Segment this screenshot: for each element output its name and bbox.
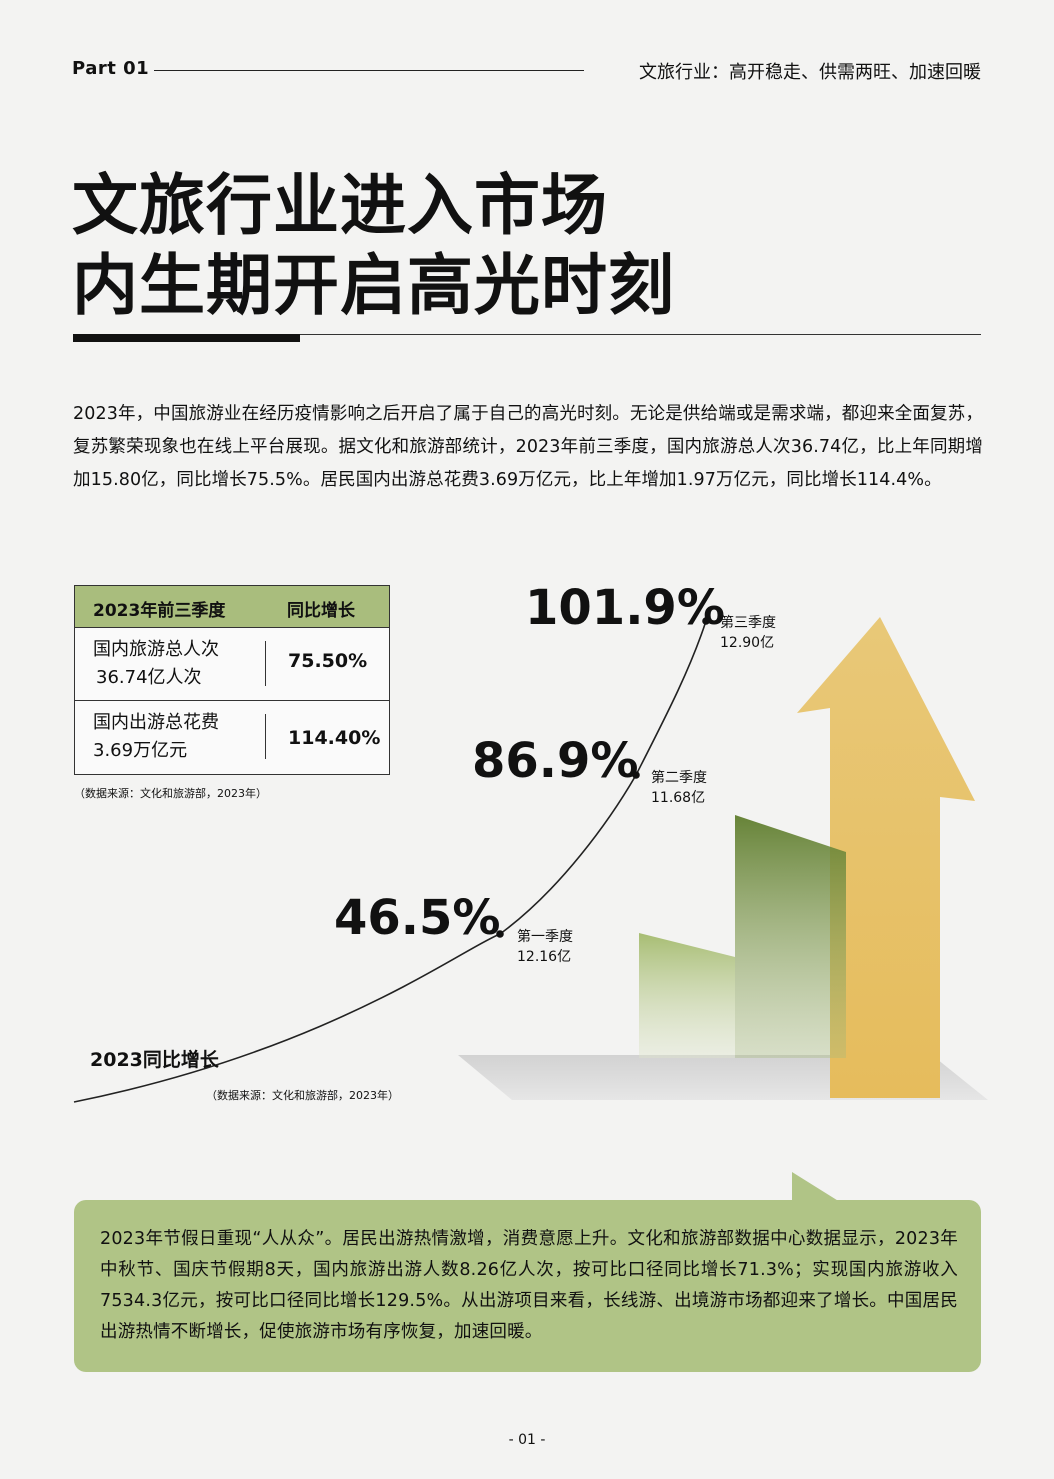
data-point-3 [702, 617, 710, 625]
q3-name: 第三季度 [720, 615, 776, 631]
q1-sub: 12.16亿 [517, 949, 572, 965]
callout-text: 2023年节假日重现“人从众”。居民出游热情激增，消费意愿上升。文化和旅游部数据… [100, 1229, 958, 1342]
table-column-divider [265, 641, 266, 686]
table-header-growth: 同比增长 [287, 601, 355, 621]
growth-curve [73, 620, 707, 1103]
row-label-line1: 国内出游总花费 [93, 712, 219, 733]
q1-name: 第一季度 [517, 929, 573, 945]
bar-dark [735, 815, 846, 1058]
header-rule [154, 70, 584, 71]
intro-paragraph: 2023年，中国旅游业在经历疫情影响之后开启了属于自己的高光时刻。无论是供给端或… [73, 404, 983, 490]
chart-source-note: （数据来源：文化和旅游部，2023年） [206, 1089, 399, 1102]
title-rule [73, 334, 981, 335]
table-row: 国内出游总花费 3.69万亿元 [93, 709, 219, 765]
table-column-divider [265, 714, 266, 759]
table-header-row: 2023年前三季度 同比增长 [75, 586, 389, 628]
q2-name: 第二季度 [651, 770, 707, 786]
q3-sub: 12.90亿 [720, 635, 775, 651]
row-label-line1: 国内旅游总人次 [93, 639, 219, 660]
data-point-1 [496, 930, 504, 938]
q1-label: 第一季度 12.16亿 [517, 927, 573, 967]
growth-chart [73, 617, 988, 1103]
section-title: 文旅行业：高开稳走、供需两旺、加速回暖 [639, 62, 981, 83]
q2-growth-value: 86.9% [472, 733, 639, 789]
q3-growth-value: 101.9% [525, 580, 725, 636]
row-value: 114.40% [288, 727, 381, 749]
bar-light [639, 933, 735, 1058]
summary-table: 2023年前三季度 同比增长 国内旅游总人次 36.74亿人次 75.50% 国… [74, 585, 390, 775]
callout-tail [792, 1172, 840, 1202]
row-value: 75.50% [288, 650, 368, 672]
page-title-line-1: 文旅行业进入市场 [72, 167, 608, 244]
row-label-line2: 36.74亿人次 [96, 667, 202, 688]
q3-label: 第三季度 12.90亿 [720, 613, 776, 653]
part-label: Part 01 [72, 58, 150, 79]
table-header-period: 2023年前三季度 [93, 601, 226, 621]
title-underline-accent [73, 334, 300, 342]
callout-box: 2023年节假日重现“人从众”。居民出游热情激增，消费意愿上升。文化和旅游部数据… [74, 1200, 981, 1372]
chart-points [496, 617, 710, 938]
page-number: - 01 - [508, 1432, 546, 1448]
data-point-2 [632, 771, 640, 779]
q2-label: 第二季度 11.68亿 [651, 768, 707, 808]
chart-title: 2023同比增长 [90, 1049, 219, 1071]
q2-sub: 11.68亿 [651, 790, 706, 806]
q1-growth-value: 46.5% [334, 890, 501, 946]
table-source-note: （数据来源：文化和旅游部，2023年） [74, 787, 267, 800]
row-label-line2: 3.69万亿元 [93, 740, 188, 761]
table-row: 国内旅游总人次 36.74亿人次 [93, 636, 219, 692]
page-title-line-2: 内生期开启高光时刻 [72, 247, 675, 324]
table-row-divider [75, 700, 389, 701]
